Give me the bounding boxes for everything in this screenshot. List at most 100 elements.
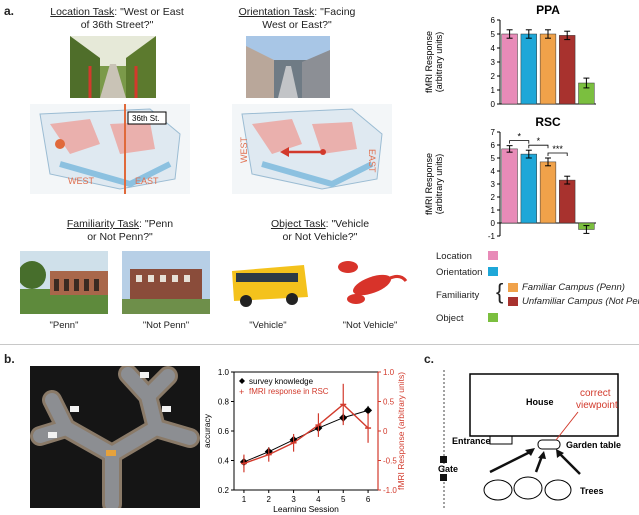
orientation-map: WEST EAST <box>232 104 392 194</box>
sig-label-2: *** <box>552 144 563 154</box>
y-axis-label-rsc: fMRI Response <box>424 153 434 215</box>
legend-object-swatch <box>488 313 498 322</box>
legend-orientation-label: Orientation <box>436 267 482 278</box>
survey-knowledge-line <box>244 410 368 462</box>
x-tick-label-3: 4 <box>316 495 321 504</box>
not-penn-photo <box>122 251 210 314</box>
survey-point-5 <box>364 406 372 414</box>
caption-vehicle: "Vehicle" <box>224 320 312 331</box>
bar-ppa-3 <box>559 35 575 104</box>
legend-familiar-label: Familiar Campus (Penn) <box>522 282 625 293</box>
bar-ppa-1 <box>521 34 537 104</box>
y-tick-label-ppa-0: 0 <box>491 100 496 109</box>
bar-ppa-2 <box>540 34 556 104</box>
right-axis-label: fMRI Response (arbitrary units) <box>396 372 406 490</box>
y-tick-label-rsc-8: 7 <box>491 128 496 137</box>
familiarity-task-question-line2: or Not Penn?" <box>87 231 153 243</box>
learning-line-chart: 0.2 0.4 0.6 0.8 1.0 -1.0 -0.5 0 0.5 1.0 1 2 3 4 5 6 Lear… <box>200 360 420 512</box>
legend-survey-marker <box>239 378 245 384</box>
y-tick-label-ppa-1: 1 <box>491 86 496 95</box>
object-task-name: Object Task <box>271 218 326 230</box>
x-axis-label: Learning Session <box>273 504 339 512</box>
y-tick-label-rsc-2: 1 <box>491 206 496 215</box>
y-tick-label-ppa-2: 2 <box>491 72 496 81</box>
object-task-question-line2: or Not Vehicle?" <box>283 231 358 243</box>
legend-unfamiliar-label: Unfamiliar Campus (Not Penn) <box>522 296 639 307</box>
y-tick-label-ppa-5: 5 <box>491 30 496 39</box>
y-tick-label-rsc-3: 2 <box>491 193 496 202</box>
ppa-bar-chart: PPAfMRI Response (arbitrary units)0123456 <box>420 2 635 112</box>
left-tick-label-1: 0.4 <box>218 457 230 466</box>
x-tick-label-5: 6 <box>366 495 371 504</box>
legend-survey-label: survey knowledge <box>249 377 314 386</box>
y-axis-label-ppa: fMRI Response <box>424 31 434 93</box>
orientation-task-name: Orientation Task <box>239 6 315 18</box>
legend-unfamiliar-swatch <box>508 297 518 306</box>
legend-fmri-label: fMRI response in RSC <box>249 387 329 396</box>
entrance-label: Entrance <box>452 436 491 446</box>
legend-orientation-swatch <box>488 267 498 276</box>
divider <box>0 344 639 345</box>
gate-label: Gate <box>438 464 458 474</box>
orientation-task-question-line2: West or East?" <box>262 19 331 31</box>
left-tick-label-2: 0.6 <box>218 427 230 436</box>
house-label: House <box>526 397 554 407</box>
left-tick-label-4: 1.0 <box>218 368 230 377</box>
bar-rsc-3 <box>559 180 575 223</box>
correct-viewpoint-label-1: correct <box>580 388 611 399</box>
left-axis-label: accuracy <box>202 413 212 448</box>
orientation-task-title: Orientation Task: "Facing West or East?" <box>222 6 372 32</box>
orientation-task-question: : "Facing <box>314 6 355 18</box>
x-tick-label-1: 2 <box>267 495 272 504</box>
legend-location-swatch <box>488 251 498 260</box>
legend-familiarity-label: Familiarity <box>436 290 479 301</box>
bar-rsc-1 <box>521 154 537 223</box>
viewpoint-diagram: House Entrance Garden table Gate Trees c… <box>430 360 635 512</box>
right-tick-label-4: 1.0 <box>383 368 395 377</box>
map-west-label-vertical: WEST <box>239 136 249 163</box>
y-tick-label-ppa-6: 6 <box>491 16 496 25</box>
caption-not-vehicle: "Not Vehicle" <box>326 320 414 331</box>
rsc-bar-chart: RSC fMRI Response (arbitrary units) -1 0 1 2 3 4… <box>420 114 635 242</box>
y-tick-label-rsc-0: -1 <box>488 232 496 241</box>
legend-familiar-swatch <box>508 283 518 292</box>
bar-legend: Location Orientation Familiarity { Famil… <box>430 248 635 328</box>
y-axis-label2-rsc: (arbitrary units) <box>434 154 444 215</box>
lobster-photo <box>326 251 414 314</box>
object-task-question: : "Vehicle <box>326 218 369 230</box>
y-tick-label-rsc-1: 0 <box>491 219 496 228</box>
y-tick-label-rsc-5: 4 <box>491 167 496 176</box>
correct-viewpoint-label-2: viewpoint <box>576 400 618 411</box>
location-photo <box>70 36 156 98</box>
caption-not-penn: "Not Penn" <box>122 320 210 331</box>
left-tick-label-3: 0.8 <box>218 398 230 407</box>
location-task-title: Location Task: "West or East of 36th Str… <box>28 6 206 32</box>
chart-title-rsc: RSC <box>535 115 561 129</box>
orientation-photo <box>246 36 330 98</box>
bar-rsc-0 <box>502 149 518 223</box>
garden-table-label: Garden table <box>566 440 621 450</box>
caption-penn: "Penn" <box>20 320 108 331</box>
legend-fmri-marker: + <box>239 387 244 397</box>
map-east-label-vertical: EAST <box>367 149 377 173</box>
y-tick-label-rsc-7: 6 <box>491 141 496 150</box>
panel-a-letter: a. <box>4 4 14 18</box>
penn-photo <box>20 251 108 314</box>
location-task-name: Location Task <box>50 6 114 18</box>
map-street-label: 36th St. <box>132 114 160 123</box>
sig-label-1: * <box>537 136 541 146</box>
y-tick-label-rsc-6: 5 <box>491 154 496 163</box>
x-tick-label-0: 1 <box>242 495 247 504</box>
y-tick-label-rsc-4: 3 <box>491 180 496 189</box>
x-tick-label-4: 5 <box>341 495 346 504</box>
legend-brace-icon: { <box>496 281 503 303</box>
x-tick-label-2: 3 <box>291 495 296 504</box>
location-map: 36th St. WEST EAST <box>30 104 190 194</box>
familiarity-task-name: Familiarity Task <box>67 218 139 230</box>
panel-b-letter: b. <box>4 352 15 366</box>
bar-ppa-0 <box>502 34 518 104</box>
object-task-title: Object Task: "Vehicle or Not Vehicle?" <box>240 218 400 244</box>
legend-object-label: Object <box>436 313 463 324</box>
map-west-label: WEST <box>68 176 95 186</box>
trees-label: Trees <box>580 486 604 496</box>
